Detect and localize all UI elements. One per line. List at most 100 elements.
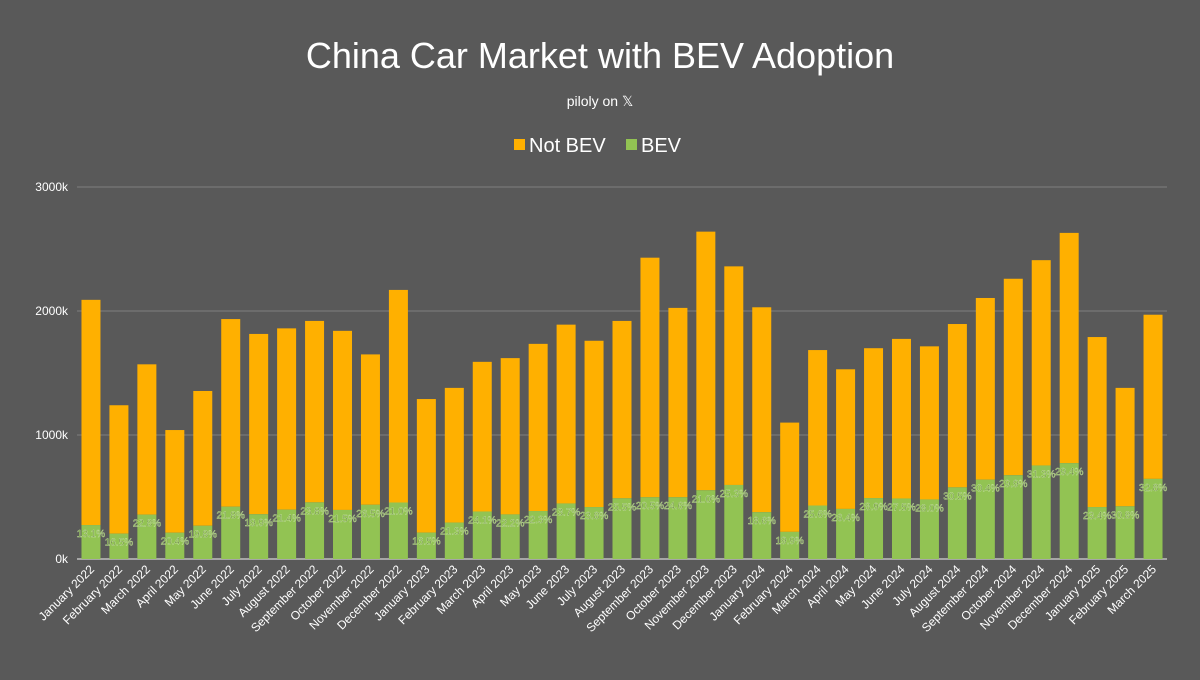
bar-not-bev bbox=[975, 297, 995, 480]
bar-not-bev bbox=[891, 338, 911, 499]
bar-bev bbox=[472, 511, 492, 559]
bar-bev bbox=[808, 505, 828, 559]
data-label: 23.7% bbox=[552, 507, 580, 518]
legend: Not BEV BEV bbox=[514, 135, 682, 157]
data-label: 22.3% bbox=[524, 515, 552, 526]
data-label: 19.9% bbox=[776, 536, 804, 547]
bar-bev bbox=[612, 498, 632, 559]
data-label: 21.5% bbox=[328, 514, 356, 525]
bar-not-bev bbox=[444, 387, 464, 523]
bar-bev bbox=[584, 507, 604, 559]
bar-not-bev bbox=[277, 328, 297, 510]
data-label: 30.5% bbox=[943, 491, 971, 502]
data-label: 16.5% bbox=[412, 537, 440, 548]
bar-not-bev bbox=[1143, 314, 1163, 479]
data-label: 23.4% bbox=[1083, 511, 1111, 522]
bar-bev bbox=[81, 525, 101, 559]
bar-not-bev bbox=[81, 299, 101, 526]
data-label: 18.6% bbox=[748, 516, 776, 527]
data-label: 21.8% bbox=[217, 511, 245, 522]
data-label: 19.9% bbox=[244, 518, 272, 529]
bar-not-bev bbox=[137, 364, 157, 515]
bar-bev bbox=[221, 506, 241, 559]
chart-title: China Car Market with BEV Adoption bbox=[306, 35, 894, 76]
bar-not-bev bbox=[333, 330, 353, 510]
bar-not-bev bbox=[165, 430, 185, 533]
bar-bev bbox=[109, 533, 129, 559]
bar-not-bev bbox=[724, 266, 744, 485]
data-label: 32.8% bbox=[1139, 483, 1167, 494]
chart-subtitle: piloly on 𝕏 bbox=[567, 93, 634, 109]
data-label: 25.3% bbox=[720, 489, 748, 500]
y-tick-label: 2000k bbox=[35, 304, 69, 318]
bar-bev bbox=[947, 487, 967, 559]
data-label: 28.9% bbox=[859, 502, 887, 513]
data-label: 23.8% bbox=[300, 506, 328, 517]
legend-label-not-bev: Not BEV bbox=[529, 135, 606, 157]
bar-bev bbox=[277, 509, 297, 559]
y-tick-label: 0k bbox=[55, 552, 69, 566]
bar-bev bbox=[724, 484, 744, 559]
bar-not-bev bbox=[612, 320, 632, 499]
bar-not-bev bbox=[109, 405, 129, 534]
bar-bev bbox=[137, 514, 157, 559]
data-label: 29.4% bbox=[1055, 467, 1083, 478]
bar-bev bbox=[919, 499, 939, 559]
bar-bev bbox=[864, 498, 884, 559]
bar-not-bev bbox=[360, 354, 380, 505]
data-label: 30.4% bbox=[971, 484, 999, 495]
data-label: 28.0% bbox=[915, 503, 943, 514]
bar-not-bev bbox=[1031, 260, 1051, 466]
data-label: 23.8% bbox=[580, 511, 608, 522]
data-label: 26.4% bbox=[831, 513, 859, 524]
bar-bev bbox=[836, 508, 856, 559]
bar-bev bbox=[444, 522, 464, 559]
bar-not-bev bbox=[808, 350, 828, 506]
data-label: 27.5% bbox=[887, 502, 915, 513]
y-tick-label: 1000k bbox=[35, 428, 69, 442]
data-label: 13.1% bbox=[77, 529, 105, 540]
bar-bev bbox=[891, 498, 911, 559]
data-label: 16.5% bbox=[105, 538, 133, 549]
bar-bev bbox=[416, 532, 436, 559]
bar-not-bev bbox=[500, 358, 520, 515]
bar-bev bbox=[249, 514, 269, 559]
y-tick-label: 3000k bbox=[35, 180, 69, 194]
bar-not-bev bbox=[836, 369, 856, 509]
bar-bev bbox=[696, 490, 716, 559]
bar-bev bbox=[333, 509, 353, 559]
bar-not-bev bbox=[919, 346, 939, 500]
bar-not-bev bbox=[640, 257, 660, 498]
data-label: 25.6% bbox=[803, 510, 831, 521]
data-label: 31.3% bbox=[1027, 469, 1055, 480]
bar-not-bev bbox=[556, 324, 576, 504]
bar-bev bbox=[752, 512, 772, 559]
bar-not-bev bbox=[1059, 232, 1079, 464]
bar-not-bev bbox=[1115, 387, 1135, 507]
bar-bev bbox=[975, 479, 995, 559]
bar-not-bev bbox=[193, 390, 213, 526]
bar-bev bbox=[360, 504, 380, 559]
data-label: 21.4% bbox=[272, 514, 300, 525]
legend-swatch-not-bev bbox=[514, 139, 525, 150]
bar-bev bbox=[640, 497, 660, 559]
bar-bev bbox=[1059, 463, 1079, 559]
bar-not-bev bbox=[1003, 278, 1023, 476]
bar-bev bbox=[388, 502, 408, 559]
bar-not-bev bbox=[947, 324, 967, 488]
bar-not-bev bbox=[249, 333, 269, 515]
bar-not-bev bbox=[305, 320, 325, 503]
bar-not-bev bbox=[388, 289, 408, 503]
bar-bev bbox=[668, 497, 688, 559]
bar-not-bev bbox=[696, 231, 716, 491]
bar-not-bev bbox=[528, 343, 548, 512]
data-label: 21.0% bbox=[692, 494, 720, 505]
bar-bev bbox=[305, 502, 325, 559]
bar-bev bbox=[556, 503, 576, 559]
legend-label-bev: BEV bbox=[641, 135, 682, 157]
bar-bev bbox=[1143, 478, 1163, 559]
bar-not-bev bbox=[668, 307, 688, 498]
legend-swatch-bev bbox=[626, 139, 637, 150]
data-label: 22.8% bbox=[133, 519, 161, 530]
bar-not-bev bbox=[416, 399, 436, 533]
